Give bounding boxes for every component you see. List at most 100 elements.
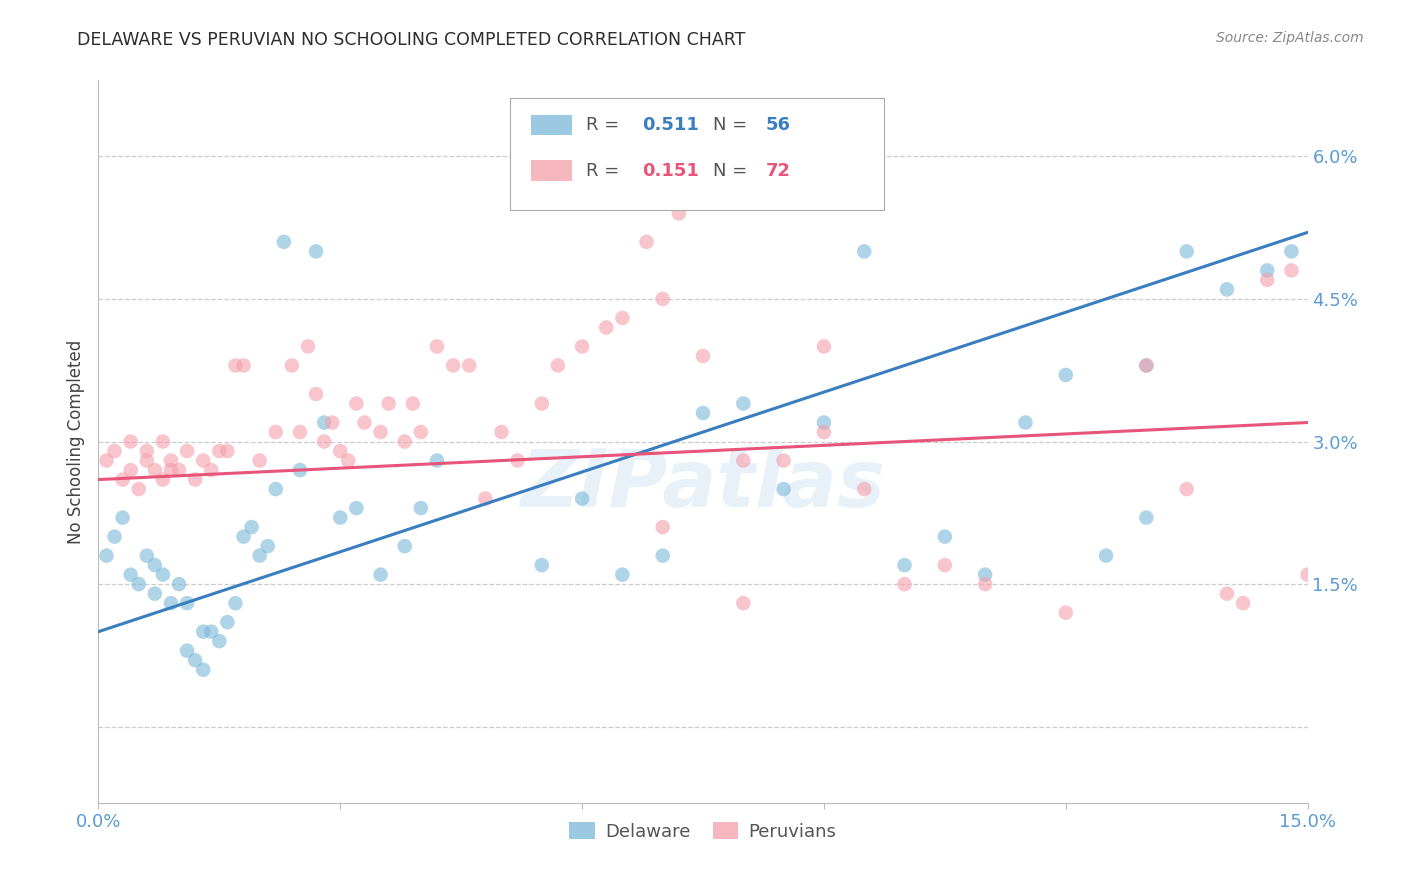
Point <box>96 453 118 467</box>
Text: N =: N = <box>713 161 752 179</box>
Point <box>103 530 125 544</box>
Point <box>167 463 190 477</box>
Point <box>441 359 464 373</box>
Point <box>1014 416 1036 430</box>
Text: 0.151: 0.151 <box>643 161 699 179</box>
FancyBboxPatch shape <box>509 98 884 211</box>
Point <box>530 558 553 573</box>
Point <box>176 444 198 458</box>
Point <box>612 310 634 325</box>
Point <box>402 396 425 410</box>
Point <box>321 416 343 430</box>
Point <box>193 624 215 639</box>
Point <box>733 396 755 410</box>
Point <box>184 473 207 487</box>
Point <box>176 596 198 610</box>
Point <box>288 463 311 477</box>
Point <box>409 501 432 516</box>
Point <box>143 558 166 573</box>
Point <box>1256 263 1278 277</box>
Point <box>344 396 367 410</box>
Point <box>394 539 416 553</box>
Point <box>314 416 336 430</box>
Point <box>152 473 174 487</box>
Point <box>111 510 134 524</box>
Point <box>813 416 835 430</box>
Point <box>337 453 360 467</box>
Point <box>853 244 876 259</box>
Point <box>135 444 157 458</box>
Point <box>120 434 142 449</box>
Text: N =: N = <box>713 116 752 134</box>
Point <box>1281 244 1303 259</box>
Point <box>1296 567 1319 582</box>
Point <box>1095 549 1118 563</box>
Point <box>772 482 794 496</box>
Point <box>1175 482 1198 496</box>
Point <box>208 634 231 648</box>
Point <box>288 425 311 439</box>
Point <box>305 387 328 401</box>
FancyBboxPatch shape <box>531 161 572 181</box>
Point <box>426 453 449 467</box>
Point <box>256 539 278 553</box>
Point <box>217 444 239 458</box>
Point <box>474 491 496 506</box>
Point <box>571 491 593 506</box>
Point <box>1232 596 1254 610</box>
Point <box>224 359 246 373</box>
Point <box>458 359 481 373</box>
Point <box>329 444 352 458</box>
Point <box>1175 244 1198 259</box>
Point <box>1216 282 1239 296</box>
Text: DELAWARE VS PERUVIAN NO SCHOOLING COMPLETED CORRELATION CHART: DELAWARE VS PERUVIAN NO SCHOOLING COMPLE… <box>77 31 745 49</box>
Point <box>934 530 956 544</box>
Point <box>692 406 714 420</box>
Text: 56: 56 <box>766 116 792 134</box>
Point <box>232 530 254 544</box>
Point <box>353 416 375 430</box>
Point <box>668 206 690 220</box>
Point <box>612 567 634 582</box>
Point <box>135 549 157 563</box>
Y-axis label: No Schooling Completed: No Schooling Completed <box>66 340 84 543</box>
Point <box>692 349 714 363</box>
Point <box>733 596 755 610</box>
Point <box>813 339 835 353</box>
Point <box>893 558 915 573</box>
Point <box>240 520 263 534</box>
Point <box>135 453 157 467</box>
Point <box>264 482 287 496</box>
Point <box>152 434 174 449</box>
Point <box>491 425 513 439</box>
Point <box>853 482 876 496</box>
Point <box>1216 587 1239 601</box>
Text: ZIPatlas: ZIPatlas <box>520 446 886 524</box>
Point <box>813 425 835 439</box>
Point <box>426 339 449 353</box>
Point <box>370 425 392 439</box>
Point <box>314 434 336 449</box>
Point <box>249 453 271 467</box>
Point <box>224 596 246 610</box>
Point <box>193 453 215 467</box>
Point <box>651 292 673 306</box>
Point <box>264 425 287 439</box>
Point <box>344 501 367 516</box>
Point <box>530 396 553 410</box>
Point <box>217 615 239 630</box>
Point <box>249 549 271 563</box>
Point <box>143 463 166 477</box>
Point <box>571 339 593 353</box>
Point <box>1054 368 1077 382</box>
Point <box>974 577 997 591</box>
Point <box>120 567 142 582</box>
Point <box>200 463 222 477</box>
Point <box>160 596 183 610</box>
Point <box>409 425 432 439</box>
Point <box>893 577 915 591</box>
Text: R =: R = <box>586 161 624 179</box>
Point <box>1135 359 1157 373</box>
Point <box>1256 273 1278 287</box>
Text: 72: 72 <box>766 161 792 179</box>
